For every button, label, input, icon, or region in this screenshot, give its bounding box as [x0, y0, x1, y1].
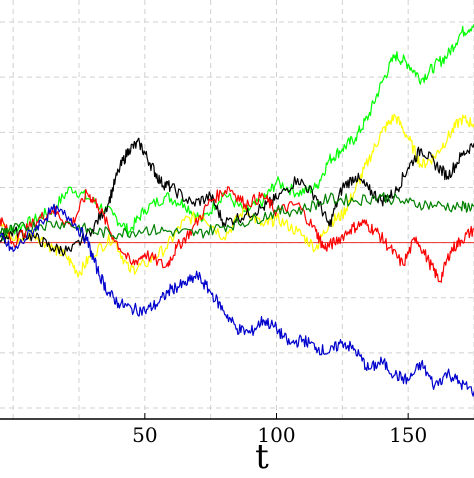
x-tick-label: 50 — [132, 423, 157, 447]
series-line-5 — [0, 203, 474, 397]
series-line-2 — [0, 137, 474, 257]
x-tick-labels: 50 100 150 — [132, 413, 427, 447]
x-tick-label: 100 — [257, 423, 295, 447]
plot-background — [0, 0, 474, 419]
series-layer — [0, 24, 474, 397]
series-line-4 — [0, 192, 474, 240]
x-axis-label: t — [255, 437, 269, 474]
x-tick-label: 150 — [389, 423, 427, 447]
series-line-3 — [0, 186, 474, 283]
series-line-0 — [0, 24, 474, 241]
series-line-1 — [0, 113, 474, 278]
